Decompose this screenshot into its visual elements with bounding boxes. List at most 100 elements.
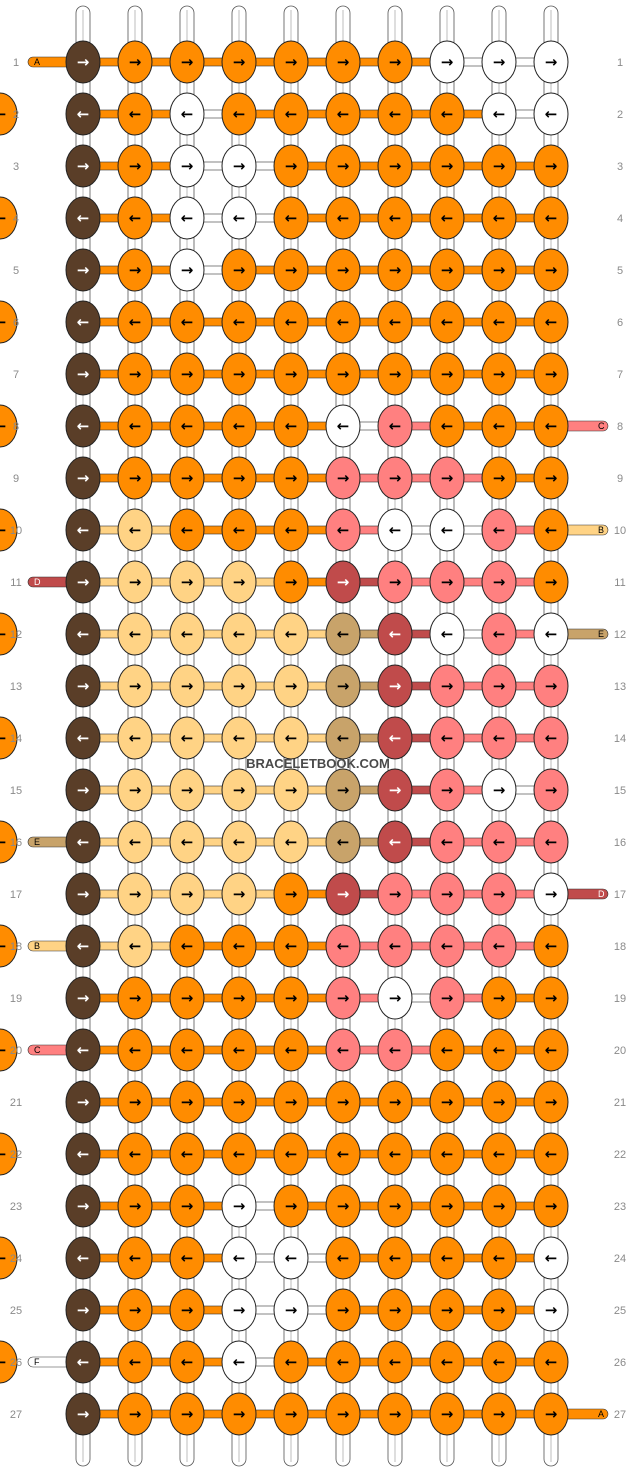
knot: →	[533, 1184, 569, 1228]
knot: ←	[325, 716, 361, 760]
knot-shape	[117, 664, 153, 708]
arrow-right-icon: →	[285, 573, 298, 591]
knot: ←	[429, 300, 465, 344]
knot-shape	[0, 924, 18, 968]
right-tail-letter: E	[598, 629, 604, 639]
knot-shape	[377, 976, 413, 1020]
arrow-left-icon: ←	[181, 417, 194, 435]
knot: ←	[533, 1236, 569, 1280]
knot-shape	[117, 768, 153, 812]
arrow-right-icon: →	[181, 469, 194, 487]
arrow-left-icon: ←	[77, 313, 90, 331]
knot-shape	[533, 92, 569, 136]
knot: ←	[273, 92, 309, 136]
knot: ←	[533, 1340, 569, 1384]
knot-shape	[65, 404, 101, 448]
knot-shape	[377, 300, 413, 344]
knot: ←	[117, 92, 153, 136]
arrow-right-icon: →	[129, 365, 142, 383]
arrow-right-icon: →	[129, 1197, 142, 1215]
arrow-right-icon: →	[545, 1093, 558, 1111]
knot: ←	[325, 508, 361, 552]
knot: →	[533, 456, 569, 500]
knot: →	[273, 976, 309, 1020]
knot: ←	[221, 716, 257, 760]
knot-shape	[117, 92, 153, 136]
knot: ←	[533, 924, 569, 968]
knot: →	[429, 664, 465, 708]
knot-shape	[169, 248, 205, 292]
knot-shape	[533, 976, 569, 1020]
knot-shape	[169, 612, 205, 656]
knot: →	[65, 1288, 101, 1332]
arrow-left-icon: ←	[441, 1145, 454, 1163]
knot-shape	[377, 248, 413, 292]
knot: ←	[481, 196, 517, 240]
knot: ←	[221, 1132, 257, 1176]
knot: ←	[0, 508, 18, 552]
knot: ←	[273, 820, 309, 864]
knot-shape	[429, 924, 465, 968]
knot: ←	[117, 612, 153, 656]
knot-shape	[325, 1392, 361, 1436]
knot-shape	[65, 560, 101, 604]
knot-shape	[117, 1288, 153, 1332]
arrow-right-icon: →	[545, 989, 558, 1007]
arrow-left-icon: ←	[493, 1145, 506, 1163]
arrow-left-icon: ←	[285, 313, 298, 331]
knot-shape	[533, 1184, 569, 1228]
row-number-left: 4	[13, 213, 19, 225]
arrow-left-icon: ←	[0, 937, 6, 955]
arrow-right-icon: →	[337, 261, 350, 279]
left-tail-letter: B	[34, 941, 40, 951]
knot: ←	[221, 92, 257, 136]
right-tail-letter: C	[598, 421, 605, 431]
arrow-right-icon: →	[389, 365, 402, 383]
knot-shape	[533, 248, 569, 292]
arrow-left-icon: ←	[337, 1145, 350, 1163]
arrow-right-icon: →	[441, 677, 454, 695]
arrow-left-icon: ←	[441, 1353, 454, 1371]
knot: →	[429, 456, 465, 500]
knot-shape	[65, 820, 101, 864]
knot-shape	[117, 560, 153, 604]
arrow-left-icon: ←	[129, 1249, 142, 1267]
arrow-left-icon: ←	[77, 833, 90, 851]
arrow-left-icon: ←	[493, 313, 506, 331]
knot: ←	[481, 612, 517, 656]
arrow-right-icon: →	[493, 781, 506, 799]
knot: ←	[481, 924, 517, 968]
arrow-left-icon: ←	[493, 937, 506, 955]
arrow-right-icon: →	[389, 1093, 402, 1111]
knot-shape	[481, 1184, 517, 1228]
right-tail-letter: A	[598, 1409, 604, 1419]
knot-shape	[325, 404, 361, 448]
arrow-right-icon: →	[233, 573, 246, 591]
knot: ←	[273, 1340, 309, 1384]
arrow-left-icon: ←	[441, 105, 454, 123]
knot: →	[65, 872, 101, 916]
arrow-left-icon: ←	[233, 833, 246, 851]
knot-shape	[325, 872, 361, 916]
knot-shape	[377, 404, 413, 448]
knot: ←	[429, 508, 465, 552]
knot-shape	[481, 612, 517, 656]
knot: →	[429, 768, 465, 812]
knot: ←	[273, 924, 309, 968]
knot-shape	[169, 768, 205, 812]
knot: ←	[273, 196, 309, 240]
knot-shape	[533, 612, 569, 656]
knot: ←	[377, 1236, 413, 1280]
knot: →	[169, 144, 205, 188]
row-number-right: 4	[617, 213, 623, 225]
knot-shape	[481, 1028, 517, 1072]
knot: →	[533, 560, 569, 604]
knot: →	[169, 248, 205, 292]
row-number-right: 20	[614, 1045, 626, 1057]
knot-shape	[481, 92, 517, 136]
arrow-right-icon: →	[77, 1301, 90, 1319]
knot: ←	[169, 716, 205, 760]
arrow-left-icon: ←	[389, 1041, 402, 1059]
left-tail-letter: F	[34, 1357, 40, 1367]
arrow-left-icon: ←	[545, 1353, 558, 1371]
